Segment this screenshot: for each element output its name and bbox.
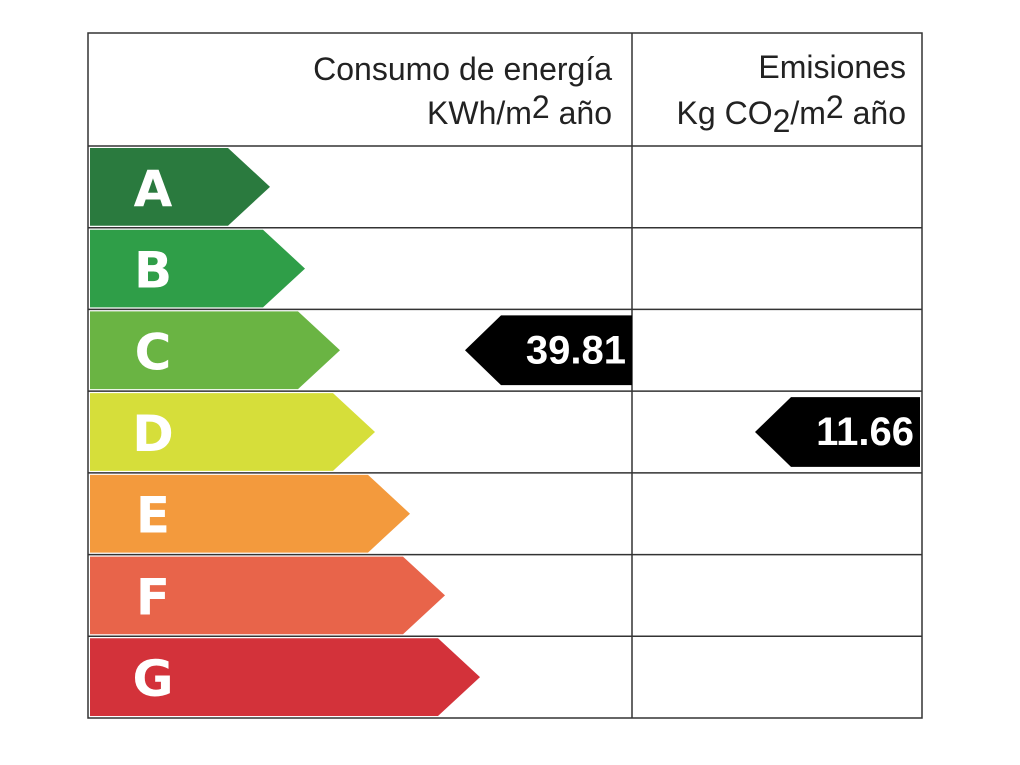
unit-subscript: 2: [773, 103, 791, 139]
rating-letter: E: [136, 487, 170, 545]
value-marker: [465, 315, 632, 386]
rating-arrow: [90, 393, 375, 471]
unit-part: año: [550, 95, 612, 131]
rating-letter: G: [132, 650, 173, 708]
unit-part: año: [844, 95, 906, 131]
table-border: [87, 32, 923, 719]
rating-arrow: [90, 638, 480, 716]
emissions-title: Emisiones: [758, 49, 906, 85]
rating-letter: A: [134, 160, 173, 218]
rating-arrow: [90, 148, 270, 226]
unit-superscript: 2: [532, 89, 550, 125]
rating-arrow: [90, 474, 410, 553]
emissions-unit: Kg CO2/m2 año: [677, 89, 906, 139]
value-label: 11.66: [816, 410, 914, 454]
rating-letter: B: [134, 242, 172, 300]
unit-part: Kg CO: [677, 95, 773, 131]
value-marker: [755, 397, 920, 467]
rating-letter: F: [136, 568, 170, 626]
rating-letter: D: [132, 405, 174, 463]
rating-arrow: [90, 229, 305, 308]
rating-arrow: [90, 311, 340, 390]
energy-title: Consumo de energía: [313, 51, 612, 87]
rating-arrow: [90, 556, 445, 635]
unit-superscript: 2: [826, 89, 844, 125]
value-label: 39.81: [526, 328, 626, 372]
unit-part: /m: [790, 95, 826, 131]
rating-letter: C: [135, 323, 172, 381]
energy-unit: KWh/m2 año: [427, 89, 612, 131]
unit-part: KWh/m: [427, 95, 532, 131]
